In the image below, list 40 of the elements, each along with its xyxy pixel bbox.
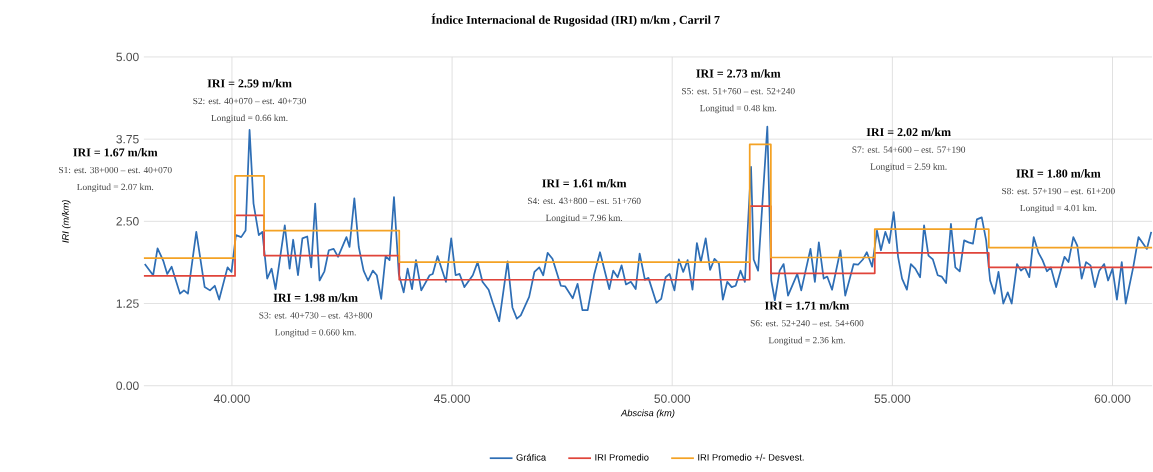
annotation: S5: est. 51+760 – est. 52+240 xyxy=(682,88,795,95)
x-axis-title: Abscisa (km) xyxy=(620,409,675,419)
annotation: IRI = 2.59 m/km xyxy=(207,79,292,88)
legend-label: IRI Promedio xyxy=(595,454,649,461)
annotation: Longitud = 2.59 km. xyxy=(870,163,947,172)
annotation: S2: est. 40+070 – est. 40+730 xyxy=(193,98,307,105)
annotation: IRI = 2.73 m/km xyxy=(696,69,781,78)
annotation: IRI = 1.71 m/km xyxy=(764,301,850,310)
x-tick-label: 55.000 xyxy=(874,394,911,404)
legend-label: IRI Promedio +/- Desvest. xyxy=(698,454,804,461)
y-axis-title: IRI (m/km) xyxy=(61,200,71,243)
y-tick-label: 0.00 xyxy=(116,381,139,391)
y-tick-label: 1.25 xyxy=(116,299,139,308)
x-tick-label: 50.000 xyxy=(654,394,691,404)
annotation: Longitud = 0.48 km. xyxy=(700,104,777,114)
x-tick-label: 40.000 xyxy=(213,394,250,404)
annotation: IRI = 1.61 m/km xyxy=(542,179,627,188)
annotation: S6: est. 52+240 – est. 54+600 xyxy=(750,320,864,327)
annotation: IRI = 1.98 m/km xyxy=(273,293,358,303)
annotation: Longitud = 0.66 km. xyxy=(211,114,288,124)
annotation: IRI = 1.80 m/km xyxy=(1016,169,1101,178)
x-tick-label: 45.000 xyxy=(434,394,470,404)
legend-label: Gráfica xyxy=(516,453,547,461)
annotation: S4: est. 43+800 – est. 51+760 xyxy=(527,197,641,205)
y-tick-label: 5.00 xyxy=(116,52,139,62)
y-tick-label: 2.50 xyxy=(116,217,139,226)
annotation: Longitud = 0.660 km. xyxy=(275,329,356,338)
annotation: Longitud = 7.96 km. xyxy=(545,214,623,224)
annotation: IRI = 2.02 m/km xyxy=(866,127,951,137)
annotation: IRI = 1.67 m/km xyxy=(73,148,158,157)
annotation: S7: est. 54+600 – est. 57+190 xyxy=(852,146,966,153)
annotation: S3: est. 40+730 – est. 43+800 xyxy=(259,312,373,319)
x-tick-label: 60.000 xyxy=(1094,394,1131,404)
annotation: Longitud = 2.07 km. xyxy=(77,183,154,193)
annotation: S1: est. 38+000 – est. 40+070 xyxy=(59,167,172,174)
annotation: Longitud = 4.01 km. xyxy=(1020,204,1097,214)
annotation: S8: est. 57+190 – est. 61+200 xyxy=(1002,188,1115,195)
y-tick-label: 3.75 xyxy=(116,135,139,144)
annotation: Longitud = 2.36 km. xyxy=(768,336,845,346)
chart-title: Índice Internacional de Rugosidad (IRI) m/km , Carril 7 xyxy=(431,13,720,27)
